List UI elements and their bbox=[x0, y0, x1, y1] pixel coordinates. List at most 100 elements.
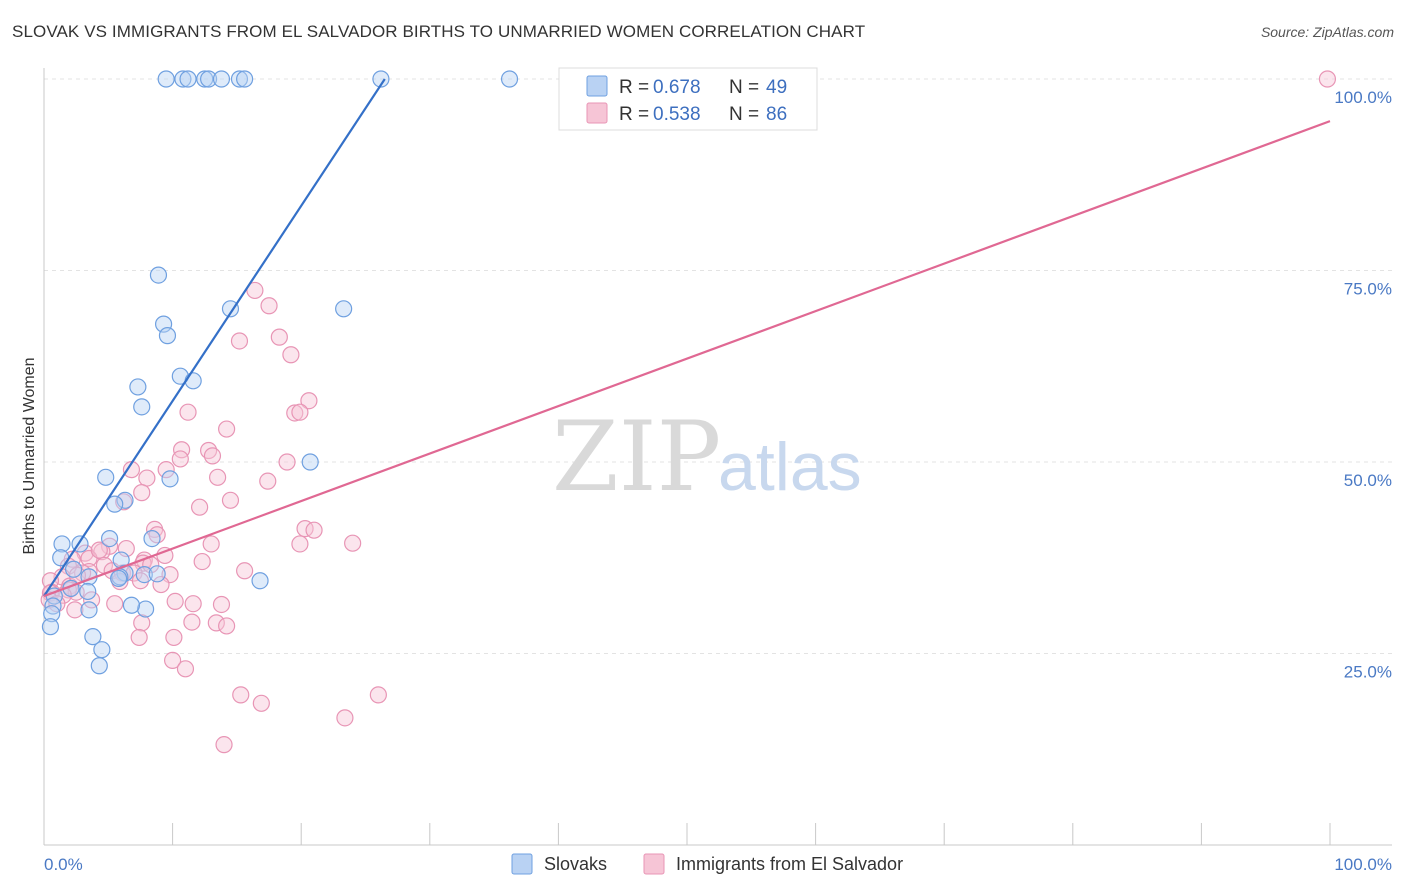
data-point bbox=[232, 686, 250, 704]
data-point bbox=[157, 461, 175, 479]
data-point bbox=[291, 403, 309, 421]
chart-title: SLOVAK VS IMMIGRANTS FROM EL SALVADOR BI… bbox=[12, 22, 866, 41]
data-point bbox=[165, 628, 183, 647]
trend-line-el-salvador bbox=[43, 120, 1331, 598]
data-point bbox=[300, 392, 318, 410]
data-point bbox=[79, 582, 97, 601]
data-point bbox=[251, 572, 269, 590]
series-slovaks-points bbox=[41, 70, 519, 675]
data-point bbox=[149, 266, 168, 284]
data-point bbox=[133, 614, 151, 632]
data-point bbox=[203, 447, 222, 465]
legend-n-value-1: 86 bbox=[766, 104, 787, 125]
data-point bbox=[260, 297, 278, 315]
data-point bbox=[1318, 70, 1337, 88]
legend-n-value-0: 49 bbox=[766, 77, 787, 98]
data-point bbox=[97, 468, 115, 486]
gridlines bbox=[44, 78, 1392, 654]
stats-legend: R = 0.678 N = 49 R = 0.538 N = 86 bbox=[558, 67, 818, 131]
data-point bbox=[143, 529, 161, 548]
data-point bbox=[212, 595, 231, 614]
data-point bbox=[259, 472, 277, 490]
data-point bbox=[230, 70, 249, 88]
data-point bbox=[252, 694, 270, 712]
x-tick-label-max: 100.0% bbox=[1334, 855, 1392, 874]
data-point bbox=[202, 535, 220, 553]
data-point bbox=[246, 281, 264, 300]
data-point bbox=[122, 596, 141, 614]
data-point bbox=[171, 450, 189, 468]
data-point bbox=[41, 618, 60, 636]
y-tick-label: 50.0% bbox=[1344, 471, 1392, 490]
data-point bbox=[183, 613, 201, 631]
data-point bbox=[53, 535, 71, 553]
data-point bbox=[179, 403, 197, 421]
data-point bbox=[106, 595, 124, 613]
watermark-atlas: atlas bbox=[718, 429, 862, 505]
data-point bbox=[282, 346, 300, 364]
data-point bbox=[90, 541, 108, 559]
data-point bbox=[133, 484, 151, 502]
legend-n-label-0: N = bbox=[729, 77, 759, 98]
data-point bbox=[148, 565, 166, 583]
data-point bbox=[184, 595, 202, 613]
legend-r-label-0: R = bbox=[619, 77, 649, 98]
data-point bbox=[344, 534, 362, 552]
data-point bbox=[176, 660, 195, 678]
data-point bbox=[130, 628, 148, 647]
legend-swatch-slovaks bbox=[586, 75, 608, 97]
data-point bbox=[218, 617, 236, 635]
legend-r-label-1: R = bbox=[619, 104, 649, 125]
watermark: ZIP atlas bbox=[552, 401, 862, 513]
series-legend: Slovaks Immigrants from El Salvador bbox=[511, 853, 903, 875]
bottom-legend-label-slovaks: Slovaks bbox=[544, 854, 607, 874]
data-point bbox=[200, 70, 218, 88]
data-point bbox=[230, 332, 249, 350]
trend-lines bbox=[43, 78, 1331, 598]
data-point bbox=[161, 470, 179, 488]
data-point bbox=[184, 372, 202, 390]
data-point bbox=[66, 601, 84, 619]
legend-n-label-1: N = bbox=[729, 104, 759, 125]
data-point bbox=[335, 300, 353, 318]
data-point bbox=[212, 70, 231, 88]
data-point bbox=[90, 657, 108, 675]
legend-r-value-0: 0.678 bbox=[653, 77, 701, 98]
data-point bbox=[164, 651, 182, 669]
data-point bbox=[138, 469, 156, 487]
bottom-legend-label-el-salvador: Immigrants from El Salvador bbox=[676, 854, 903, 874]
y-tick-labels: 25.0% 50.0% 75.0% 100.0% bbox=[1334, 88, 1392, 682]
data-point bbox=[64, 560, 83, 578]
data-point bbox=[270, 328, 288, 346]
data-point bbox=[93, 641, 111, 659]
legend-swatch-el-salvador bbox=[586, 102, 608, 124]
x-tick-label-min: 0.0% bbox=[44, 855, 83, 874]
bottom-legend-swatch-el-salvador bbox=[643, 853, 665, 875]
data-point bbox=[179, 70, 197, 88]
data-point bbox=[215, 736, 233, 754]
data-point bbox=[174, 70, 192, 88]
data-point bbox=[236, 70, 254, 88]
data-point bbox=[133, 398, 151, 416]
data-point bbox=[129, 378, 147, 396]
data-point bbox=[336, 709, 354, 727]
data-point bbox=[135, 566, 153, 584]
data-point bbox=[221, 491, 240, 509]
y-tick-label: 25.0% bbox=[1344, 663, 1392, 682]
data-point bbox=[100, 529, 119, 548]
data-point bbox=[106, 495, 124, 513]
data-point bbox=[196, 70, 214, 88]
data-point bbox=[221, 300, 240, 318]
watermark-zip: ZIP bbox=[552, 401, 721, 513]
data-point bbox=[80, 601, 98, 619]
data-point bbox=[207, 614, 225, 632]
axes bbox=[43, 68, 1392, 846]
data-point bbox=[301, 453, 319, 471]
data-point bbox=[116, 491, 134, 509]
data-point bbox=[218, 420, 236, 438]
data-point bbox=[82, 591, 101, 609]
y-axis-title: Births to Unmarried Women bbox=[21, 357, 38, 554]
data-point bbox=[152, 575, 170, 594]
legend-r-value-1: 0.538 bbox=[653, 104, 701, 125]
